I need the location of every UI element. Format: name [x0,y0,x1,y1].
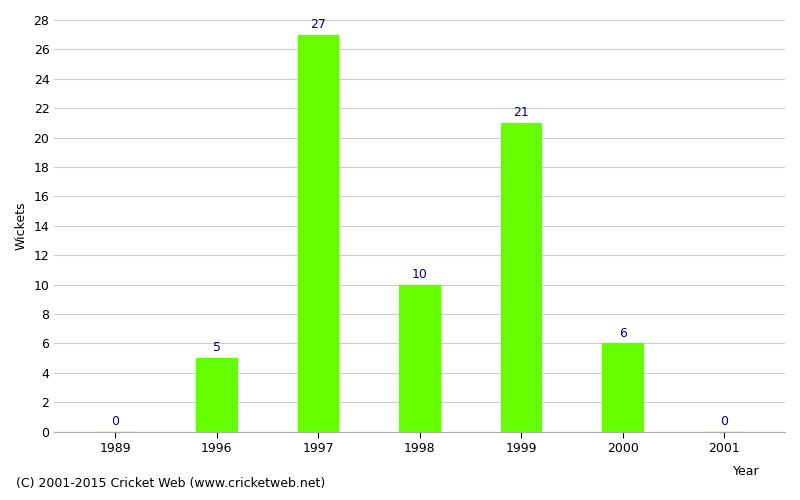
Bar [602,344,643,432]
Bar [298,34,338,432]
Text: 6: 6 [618,326,626,340]
Text: Year: Year [734,465,760,478]
Text: 10: 10 [412,268,427,281]
Y-axis label: Wickets: Wickets [15,202,28,250]
Text: (C) 2001-2015 Cricket Web (www.cricketweb.net): (C) 2001-2015 Cricket Web (www.cricketwe… [16,477,326,490]
Text: 0: 0 [720,415,728,428]
Bar [501,123,542,432]
Text: 0: 0 [111,415,119,428]
Bar [399,284,440,432]
Text: 27: 27 [310,18,326,31]
Bar [196,358,237,432]
Text: 21: 21 [514,106,529,119]
Text: 5: 5 [213,342,221,354]
